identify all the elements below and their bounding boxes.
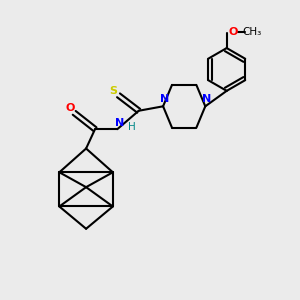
Text: N: N — [202, 94, 211, 103]
Text: CH₃: CH₃ — [242, 27, 262, 37]
Text: H: H — [128, 122, 136, 132]
Text: O: O — [229, 27, 238, 37]
Text: S: S — [109, 86, 117, 96]
Text: N: N — [160, 94, 169, 104]
Text: O: O — [65, 103, 74, 113]
Text: N: N — [115, 118, 124, 128]
